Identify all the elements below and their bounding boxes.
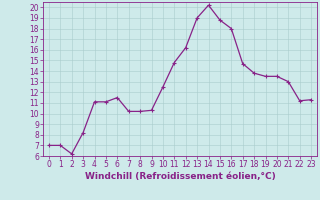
X-axis label: Windchill (Refroidissement éolien,°C): Windchill (Refroidissement éolien,°C) [84, 172, 276, 181]
